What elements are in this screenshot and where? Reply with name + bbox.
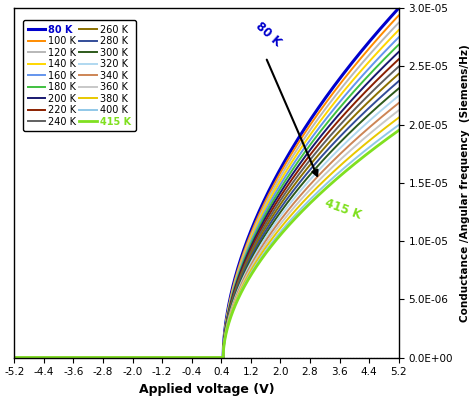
X-axis label: Applied voltage (V): Applied voltage (V) <box>139 383 274 396</box>
Y-axis label: Conductance /Angular frequency  (Siemens/Hz): Conductance /Angular frequency (Siemens/… <box>460 44 470 322</box>
Text: 80 K: 80 K <box>253 20 283 49</box>
Text: 415 K: 415 K <box>323 197 363 222</box>
Legend: 80 K, 100 K, 120 K, 140 K, 160 K, 180 K, 200 K, 220 K, 240 K, 260 K, 280 K, 300 : 80 K, 100 K, 120 K, 140 K, 160 K, 180 K,… <box>23 20 136 132</box>
